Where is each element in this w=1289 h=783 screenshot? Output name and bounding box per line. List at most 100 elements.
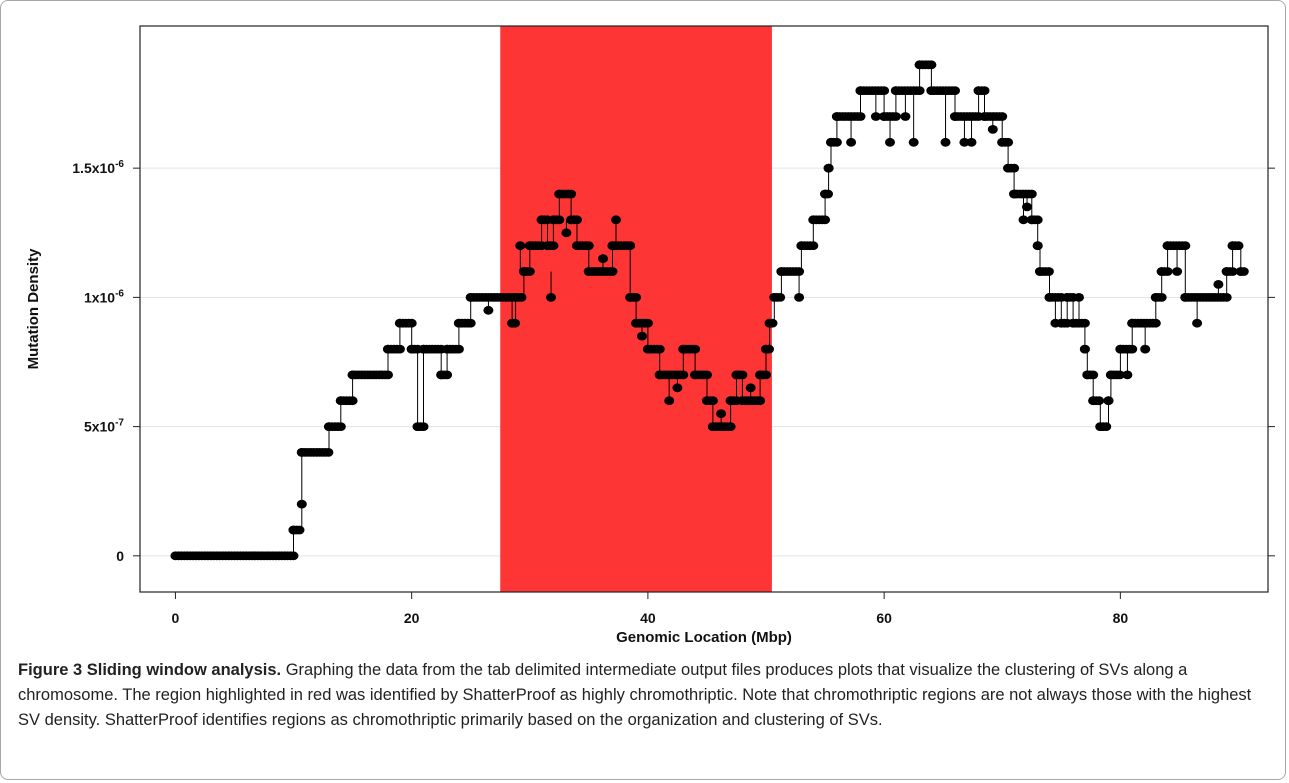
- data-point-380: [979, 86, 990, 95]
- data-point-263: [737, 370, 748, 380]
- data-point-340: [890, 112, 901, 121]
- data-point-410: [1032, 241, 1043, 251]
- data-point-524: [672, 383, 683, 393]
- data-point-533: [940, 137, 951, 147]
- data-point-521: [611, 215, 621, 225]
- data-point-285: [775, 293, 786, 302]
- data-point-44: [294, 525, 305, 535]
- data-point-145: [510, 318, 520, 328]
- data-point-275: [761, 370, 771, 380]
- data-point-518: [546, 293, 556, 302]
- data-point-541: [1122, 370, 1133, 380]
- data-point-437: [1079, 344, 1090, 354]
- data-point-181: [572, 215, 582, 225]
- data-point-532: [908, 137, 919, 147]
- data-point-526: [745, 383, 756, 393]
- data-point-392: [1003, 137, 1014, 147]
- data-point-366: [950, 86, 960, 95]
- data-point-308: [823, 189, 833, 199]
- data-point-449: [1101, 422, 1112, 431]
- data-point-462: [1127, 344, 1138, 354]
- data-point-149: [516, 293, 527, 302]
- data-point-88: [394, 344, 405, 354]
- data-point-542: [1140, 344, 1151, 354]
- data-point-445: [1094, 396, 1105, 406]
- data-point-488: [1180, 241, 1191, 251]
- data-point-126: [465, 318, 476, 328]
- data-point-187: [583, 241, 594, 251]
- data-point-534: [959, 137, 970, 147]
- data-point-310: [823, 163, 834, 173]
- data-point-539: [1050, 318, 1061, 328]
- data-point-451: [1103, 396, 1114, 406]
- y-tick-label-2: 1x10-6: [84, 288, 124, 305]
- data-point-529: [870, 112, 881, 121]
- data-point-171: [554, 215, 565, 225]
- data-point-544: [1192, 318, 1203, 328]
- data-point-543: [1172, 267, 1183, 276]
- data-point-237: [690, 344, 701, 354]
- data-point-456: [1114, 370, 1125, 380]
- x-tick-label-4: 80: [1113, 610, 1129, 626]
- data-point-517: [515, 241, 526, 251]
- data-point-519: [561, 228, 572, 238]
- data-point-40: [288, 551, 299, 561]
- data-point-271: [755, 396, 766, 406]
- figure-caption: Figure 3 Sliding window analysis. Graphi…: [18, 658, 1268, 733]
- data-point-530: [885, 137, 895, 147]
- data-point-82: [383, 370, 393, 380]
- x-tick-label-3: 60: [876, 610, 892, 626]
- data-point-476: [1156, 293, 1167, 302]
- x-tick-label-0: 0: [172, 610, 180, 626]
- data-point-314: [831, 137, 842, 147]
- data-point-243: [702, 370, 712, 380]
- data-point-545: [1213, 280, 1224, 289]
- y-tick-label-0: 0: [116, 548, 124, 564]
- data-point-396: [1009, 163, 1020, 173]
- x-tick-label-2: 40: [640, 610, 656, 626]
- data-point-522: [637, 331, 647, 341]
- data-point-114: [442, 370, 453, 380]
- data-point-520: [598, 254, 608, 263]
- caption-text: Graphing the data from the tab delimited…: [18, 661, 1252, 729]
- data-point-324: [855, 112, 866, 121]
- data-point-441: [1088, 370, 1099, 380]
- data-point-523: [664, 396, 675, 406]
- data-point-404: [1026, 189, 1037, 199]
- data-point-293: [794, 267, 805, 276]
- data-point-299: [808, 241, 819, 251]
- data-point-527: [794, 293, 805, 302]
- data-point-281: [767, 318, 778, 328]
- data-point-535: [966, 137, 977, 147]
- caption-label: Figure 3 Sliding window analysis.: [18, 661, 282, 679]
- data-point-528: [846, 137, 857, 147]
- data-point-388: [997, 112, 1008, 121]
- data-point-255: [725, 422, 736, 431]
- data-point-45: [296, 499, 307, 509]
- data-point-56: [323, 448, 334, 457]
- data-point-231: [678, 370, 689, 380]
- data-point-205: [625, 241, 636, 251]
- data-point-94: [406, 318, 417, 328]
- data-point-540: [1074, 293, 1084, 302]
- data-point-305: [820, 215, 831, 225]
- x-axis-title: Genomic Location (Mbp): [616, 629, 792, 646]
- data-point-504: [1221, 293, 1232, 302]
- data-point-334: [879, 86, 890, 95]
- data-point-68: [347, 396, 358, 406]
- y-axis-title: Mutation Density: [25, 248, 42, 369]
- data-point-515: [1238, 267, 1249, 276]
- data-point-120: [453, 344, 464, 354]
- density-points: [170, 60, 1249, 561]
- data-point-531: [900, 112, 911, 121]
- data-point-278: [764, 344, 774, 354]
- mutation-density-chart: 0 20 40 60 80 0 5x10-7 1x10-6 1.5x10-6 Genomic L…: [25, 25, 1275, 646]
- data-point-247: [707, 396, 718, 406]
- data-point-415: [1043, 267, 1054, 276]
- data-point-356: [926, 60, 937, 70]
- data-point-62: [335, 422, 346, 431]
- data-point-472: [1150, 318, 1161, 328]
- axes: 0 20 40 60 80 0 5x10-7 1x10-6 1.5x10-6: [72, 159, 1275, 626]
- data-point-537: [1018, 215, 1029, 225]
- plot-border: [139, 25, 1269, 593]
